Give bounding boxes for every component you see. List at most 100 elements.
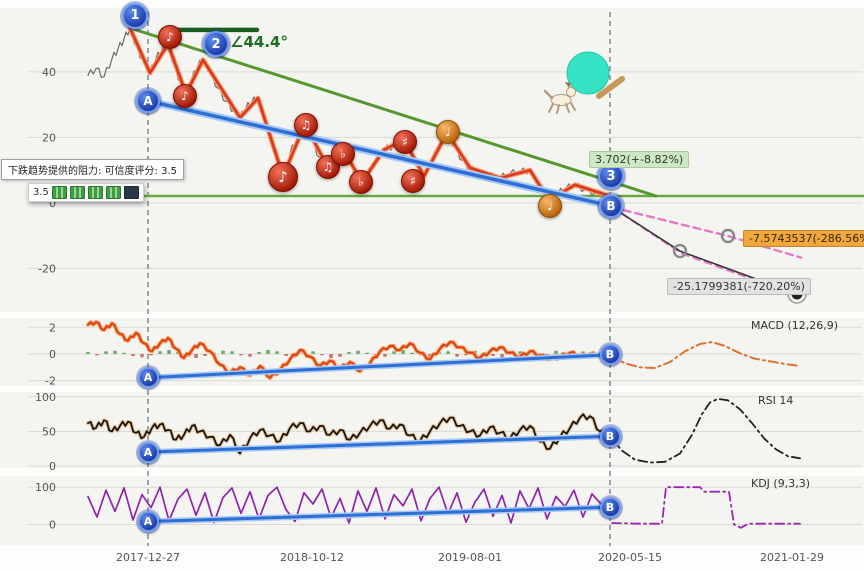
macd-histogram-bar	[95, 354, 99, 356]
projection-upper	[610, 205, 803, 259]
note-marker-7[interactable]: ♭	[349, 170, 373, 195]
macd-histogram-bar	[401, 350, 405, 354]
rating-star-icon[interactable]	[105, 186, 121, 199]
stick-icon	[596, 76, 625, 99]
confidence-rating-popover: 3.5	[28, 183, 144, 202]
gain-label: 3.702(+-8.82%)	[589, 151, 690, 168]
projection-handle[interactable]	[672, 243, 688, 259]
macd-forecast	[609, 341, 801, 369]
y-axis-label: 0	[49, 197, 56, 210]
macd-histogram-bar	[455, 354, 459, 357]
macd-histogram-bar	[194, 354, 198, 358]
macd-histogram-bar	[347, 352, 351, 354]
y-axis-label: 20	[42, 131, 56, 144]
macd-histogram-bar	[239, 354, 243, 356]
rating-value: 3.5	[33, 187, 49, 198]
note-marker-3[interactable]: ♪	[268, 162, 298, 193]
macd-histogram-bar	[338, 354, 342, 357]
macd-histogram-bar	[554, 350, 558, 354]
macd-histogram-bar	[221, 350, 225, 354]
trendline-macd[interactable]	[146, 353, 612, 380]
ball-icon	[566, 51, 610, 95]
macd-histogram-bar	[203, 354, 207, 356]
y-axis-label: 2	[49, 321, 56, 334]
trend-point-b[interactable]: B	[599, 193, 623, 218]
macd-histogram-bar	[410, 352, 414, 354]
macd-histogram-bar	[500, 354, 504, 358]
macd-histogram-bar	[104, 351, 108, 354]
rsi-point-a[interactable]: A	[137, 441, 159, 463]
trendline-kdj[interactable]	[146, 505, 612, 523]
macd-histogram-bar	[86, 352, 90, 354]
rating-star-icon[interactable]	[87, 186, 103, 199]
macd-histogram-bar	[329, 354, 333, 358]
trendline-main[interactable]	[146, 99, 613, 208]
trend-tooltip: 下跌趋势提供的阻力: 可信度评分: 3.5	[1, 159, 184, 180]
y-axis-label: 40	[42, 66, 56, 79]
y-axis-label: 100	[35, 481, 56, 494]
macd-histogram-bar	[158, 351, 162, 354]
macd-histogram-bar	[356, 350, 360, 354]
x-axis-label: 2021-01-29	[760, 551, 824, 564]
rating-star-icon[interactable]	[69, 186, 85, 199]
note-marker-4[interactable]: ♫	[294, 112, 318, 137]
macd-histogram-bar	[284, 354, 288, 356]
macd-histogram-bar	[518, 351, 522, 354]
y-axis-label: 0	[49, 348, 56, 361]
y-axis-label: -2	[45, 375, 56, 388]
note-marker-2[interactable]: ♪	[173, 84, 197, 109]
macd-histogram-bar	[392, 351, 396, 354]
rsi-forecast	[609, 397, 801, 464]
macd-histogram-bar	[149, 354, 153, 356]
macd-histogram-bar	[131, 354, 135, 356]
macd-panel-bg	[0, 318, 864, 386]
wave-point-1[interactable]: 1	[122, 2, 148, 29]
macd-histogram-bar	[320, 354, 324, 356]
macd-histogram-bar	[311, 351, 315, 354]
gain-label: -7.5743537(-286.56%)	[743, 230, 864, 247]
note-marker-6[interactable]: ♭	[331, 141, 355, 166]
macd-histogram-bar	[383, 354, 387, 357]
y-axis-label: 0	[49, 460, 56, 473]
macd-histogram-bar	[491, 354, 495, 356]
macd-point-b[interactable]: B	[599, 344, 621, 366]
rating-star-icon[interactable]	[51, 186, 67, 199]
projection-handle[interactable]	[720, 228, 736, 244]
zigzag-wave	[128, 26, 612, 202]
macd-histogram-bar	[113, 350, 117, 354]
kdj-point-a[interactable]: A	[137, 511, 159, 532]
x-axis-label: 2017-12-27	[116, 551, 180, 564]
macd-histogram-bar	[446, 351, 450, 354]
macd-histogram-bar	[365, 352, 369, 354]
note-marker-11[interactable]: ♩	[538, 193, 562, 218]
x-axis-label: 2020-05-15	[598, 551, 662, 564]
panel-title: MACD (12,26,9)	[751, 319, 839, 332]
y-axis-label: 0	[49, 519, 56, 532]
rsi-point-b[interactable]: B	[599, 425, 621, 447]
macd-histogram-bar	[140, 354, 144, 358]
note-marker-1[interactable]: ♪	[158, 25, 182, 50]
note-marker-8[interactable]: ♯	[393, 129, 417, 154]
trend-tooltip-text: 下跌趋势提供的阻力: 可信度评分: 3.5	[8, 166, 177, 177]
note-marker-9[interactable]: ♯	[401, 169, 425, 194]
kdj-point-b[interactable]: B	[599, 496, 621, 518]
macd-histogram-bar	[275, 351, 279, 354]
macd-histogram-bar	[266, 350, 270, 354]
macd-histogram-bar	[257, 352, 261, 354]
y-axis-label: 50	[42, 425, 56, 438]
kdj-forecast	[611, 486, 801, 529]
kdj-line	[87, 486, 611, 524]
note-marker-10[interactable]: ♩	[436, 120, 460, 145]
rating-more-icon[interactable]	[123, 186, 139, 199]
wave-point-2[interactable]: 2	[203, 31, 229, 58]
macd-histogram-bar	[248, 354, 252, 357]
gain-label: -25.1799381(-720.20%)	[667, 278, 811, 295]
panel-title: RSI 14	[758, 394, 794, 407]
trend-point-a[interactable]: A	[136, 89, 160, 114]
trendline-rsi[interactable]	[146, 434, 612, 454]
y-axis-label: -20	[38, 262, 56, 275]
macd-point-a[interactable]: A	[137, 367, 159, 389]
